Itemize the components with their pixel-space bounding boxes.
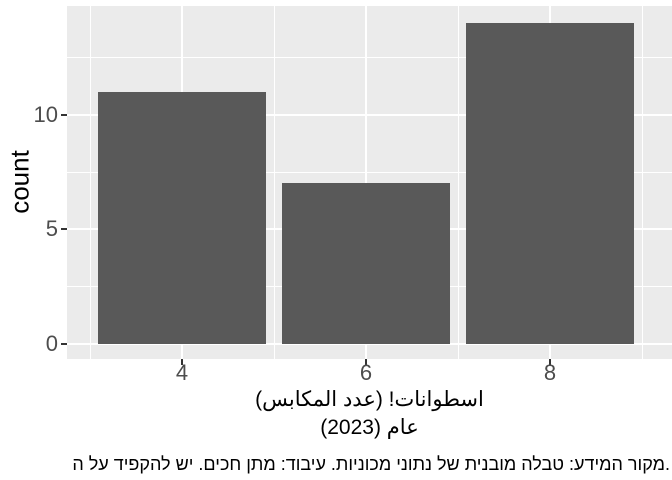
x-axis-title-line2: عام (2023) — [320, 416, 419, 439]
gridline-major-horizontal — [67, 113, 672, 116]
gridline-minor-vertical — [457, 6, 459, 359]
x-tick-label: 8 — [543, 360, 557, 385]
y-tick-label: 5 — [45, 216, 58, 242]
bar-x8 — [466, 22, 634, 344]
plot-panel — [67, 6, 672, 359]
gridline-minor-horizontal — [67, 56, 672, 58]
gridline-major-horizontal — [67, 343, 672, 345]
x-tick-label: 4 — [175, 360, 189, 385]
bar-x4 — [98, 91, 266, 344]
caption-text: .מקור המידע: טבלה מובנית של נתוני מכוניו… — [72, 454, 670, 474]
x-tick-mark — [365, 359, 367, 365]
y-tick-mark — [61, 343, 67, 345]
x-axis-title-line1: اسطوانات! (عدد المكابس) — [255, 388, 484, 411]
gridline-minor-vertical — [89, 6, 91, 359]
y-tick-mark — [61, 113, 67, 116]
x-tick-mark — [181, 359, 183, 365]
y-tick-label: 0 — [45, 331, 58, 356]
bar-x6 — [282, 183, 450, 344]
x-axis-title: اسطوانات! (عدد المكابس) عام (2023) — [67, 385, 672, 441]
x-tick-label: 6 — [359, 360, 373, 385]
y-axis-title: count — [4, 150, 35, 214]
gridline-minor-horizontal — [67, 171, 672, 173]
y-tick-label: 10 — [33, 101, 58, 127]
gridline-minor-vertical — [273, 6, 275, 359]
y-tick-mark — [61, 228, 67, 231]
gridline-major-vertical — [365, 6, 367, 359]
x-tick-mark — [549, 359, 551, 365]
gridline-minor-vertical — [641, 6, 643, 359]
